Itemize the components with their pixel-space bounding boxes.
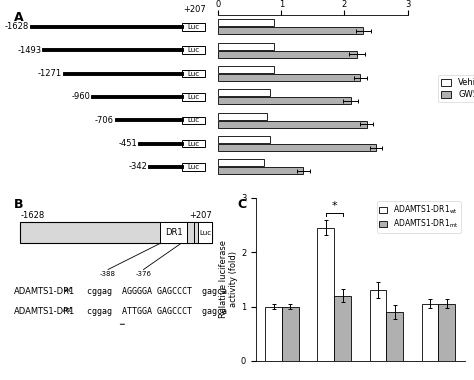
Bar [370,290,386,361]
Bar [386,312,403,361]
Legend: ADAMTS1-DR1$_\mathregular{wt}$, ADAMTS1-DR1$_\mathregular{mt}$: ADAMTS1-DR1$_\mathregular{wt}$, ADAMTS1-… [377,201,461,233]
FancyBboxPatch shape [182,163,205,171]
Text: ADAMTS1-DR1: ADAMTS1-DR1 [14,287,75,296]
Text: +207: +207 [183,5,206,14]
Bar [218,144,376,151]
Polygon shape [20,222,212,243]
Bar [218,51,357,58]
Text: A: A [14,11,24,24]
Text: -1628: -1628 [5,22,29,32]
Text: wt: wt [63,287,72,293]
Text: +207: +207 [190,211,212,220]
Bar [218,74,360,81]
Text: Luc: Luc [187,141,199,147]
Text: Luc: Luc [187,94,199,100]
Text: -1271: -1271 [38,69,62,78]
Text: mt: mt [63,307,73,313]
Text: Luc: Luc [199,230,211,236]
Bar [218,19,273,26]
Bar [282,307,299,361]
FancyBboxPatch shape [182,117,205,124]
Text: C: C [237,198,246,211]
FancyBboxPatch shape [182,140,205,147]
FancyBboxPatch shape [182,93,205,101]
Text: Luc: Luc [187,117,199,123]
Text: Luc: Luc [187,71,199,76]
Bar [318,228,334,361]
Text: cggag  AGGGGA GAGCCCT  gagca: cggag AGGGGA GAGCCCT gagca [77,287,227,296]
Text: -451: -451 [118,139,137,148]
Text: ADAMTS1-DR1: ADAMTS1-DR1 [14,307,75,316]
Bar [218,66,273,73]
Bar [438,304,455,361]
Text: cggag  A: cggag A [77,307,127,316]
Y-axis label: Relative luciferase
activity (fold): Relative luciferase activity (fold) [219,240,238,318]
Bar [218,168,303,174]
FancyBboxPatch shape [182,70,205,77]
Bar [218,113,267,120]
Text: -342: -342 [128,162,147,171]
Bar [218,89,270,97]
Bar [218,121,366,128]
Text: -388: -388 [100,271,116,277]
Bar [265,307,282,361]
Bar [218,160,264,166]
Text: Luc: Luc [187,24,199,30]
Polygon shape [160,222,187,243]
Text: DR1: DR1 [165,228,182,237]
Bar [334,296,351,361]
Polygon shape [198,222,212,243]
Text: Luc: Luc [187,47,199,53]
Text: -960: -960 [72,92,91,101]
Bar [218,97,351,104]
Text: Luc: Luc [187,164,199,170]
Text: -1493: -1493 [18,46,42,55]
Text: B: B [14,198,24,211]
Bar [422,304,438,361]
Text: cggag  ATTGGA GAGCCCT  gagca: cggag ATTGGA GAGCCCT gagca [77,307,227,316]
FancyBboxPatch shape [182,23,205,31]
FancyBboxPatch shape [182,46,205,54]
Legend: Vehicle, GW501516: Vehicle, GW501516 [438,75,474,102]
Bar [218,43,273,50]
Bar [218,27,364,34]
Text: -706: -706 [95,116,114,125]
Text: -1628: -1628 [20,211,45,220]
Text: *: * [331,201,337,211]
Polygon shape [187,222,193,243]
Bar [218,136,270,143]
Text: -376: -376 [136,271,152,277]
